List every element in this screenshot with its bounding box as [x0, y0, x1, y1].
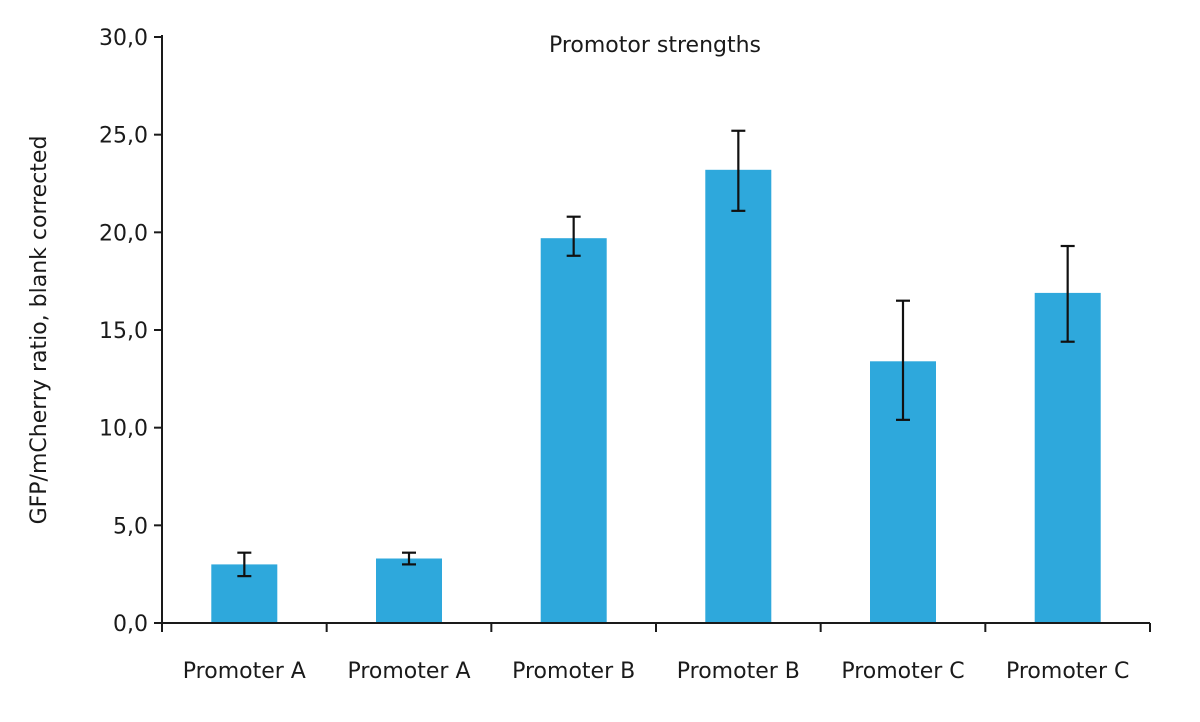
plot-area: 0,0 5,0 10,0 15,0 20,0 25,0 30,0 Promoter A Prom…: [99, 26, 1151, 684]
bar-2: [376, 558, 442, 623]
bar-3: [540, 238, 607, 623]
chart-title: Promotor strengths: [549, 33, 761, 58]
bar-6: [1034, 292, 1101, 623]
y-tick-label-6: 25,0: [99, 124, 148, 149]
y-tick-label-7: 30,0: [99, 26, 148, 51]
bar-4: [705, 169, 772, 624]
y-axis-label: GFP/mCherry ratio, blank corrected: [27, 136, 52, 525]
y-tick-label-4: 15,0: [99, 319, 148, 344]
x-tick-label-6: Promoter C: [1006, 659, 1129, 684]
y-tick-label-2: 5,0: [113, 514, 148, 539]
x-tick-label-2: Promoter A: [347, 659, 470, 684]
y-tick-label-3: 10,0: [99, 417, 148, 442]
x-tick-label-1: Promoter A: [183, 659, 306, 684]
y-tick-label-5: 20,0: [99, 221, 148, 246]
x-tick-label-3: Promoter B: [512, 659, 635, 684]
x-tick-label-4: Promoter B: [677, 659, 800, 684]
y-tick-label-1: 0,0: [113, 612, 148, 637]
x-tick-label-5: Promoter C: [841, 659, 964, 684]
